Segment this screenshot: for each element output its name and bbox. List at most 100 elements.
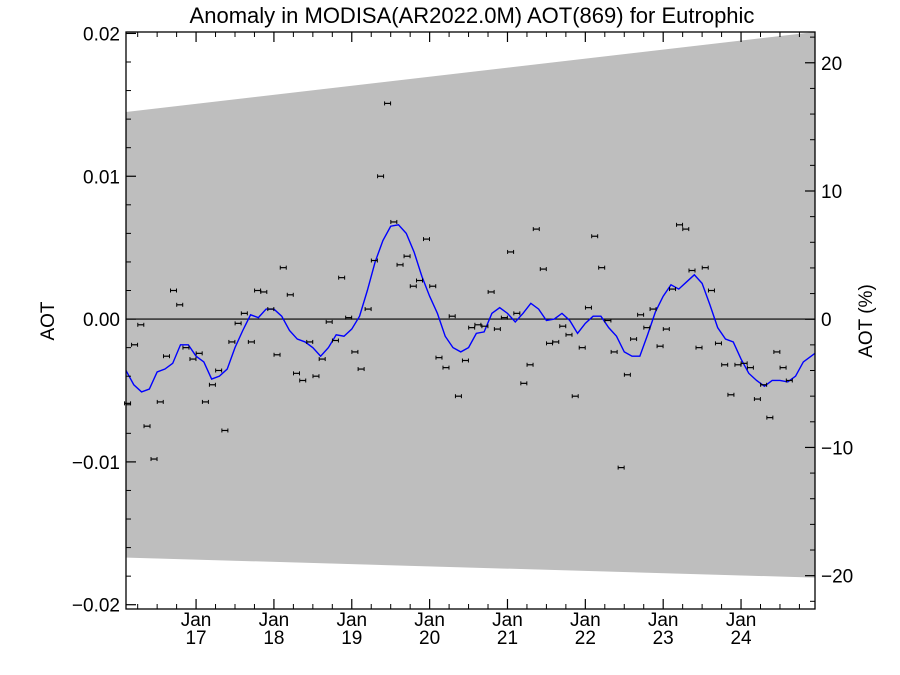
data-point xyxy=(325,319,333,324)
data-point xyxy=(559,324,567,329)
data-point xyxy=(785,378,793,383)
data-point xyxy=(766,415,774,420)
data-point xyxy=(156,399,164,404)
data-point xyxy=(610,349,618,354)
data-point xyxy=(584,305,592,310)
data-point xyxy=(345,315,353,320)
y-left-tick-label: −0.02 xyxy=(72,596,120,617)
data-point xyxy=(176,302,184,307)
data-point xyxy=(779,365,787,370)
x-tick-year-label: 24 xyxy=(730,628,752,649)
data-point xyxy=(247,339,255,344)
x-tick-month-label: Jan xyxy=(648,610,679,631)
data-point xyxy=(279,265,287,270)
data-point xyxy=(604,318,612,323)
data-point xyxy=(364,307,372,312)
data-point xyxy=(500,315,508,320)
data-point xyxy=(740,361,748,366)
y-right-tick-label: 0 xyxy=(821,310,832,331)
data-point xyxy=(643,325,651,330)
data-point xyxy=(357,367,365,372)
data-point xyxy=(442,365,450,370)
data-point xyxy=(189,357,197,362)
x-tick-year-label: 20 xyxy=(419,628,440,649)
data-point xyxy=(306,339,314,344)
data-point xyxy=(370,258,378,263)
data-point xyxy=(351,349,359,354)
data-point xyxy=(591,234,599,239)
data-point xyxy=(396,262,404,267)
data-point xyxy=(701,265,709,270)
data-point xyxy=(688,268,696,273)
data-point xyxy=(721,362,729,367)
data-point xyxy=(240,311,248,316)
data-point xyxy=(162,354,170,359)
x-tick-year-label: 22 xyxy=(575,628,596,649)
data-point xyxy=(195,351,203,356)
data-point xyxy=(234,321,242,326)
data-point xyxy=(526,362,534,367)
data-point xyxy=(416,278,424,283)
data-point xyxy=(260,289,268,294)
ticks-layer: −0.02−0.010.000.010.02−20−1001020Jan17Ja… xyxy=(72,24,853,649)
data-point xyxy=(682,227,690,232)
data-point xyxy=(429,284,437,289)
data-point xyxy=(377,174,385,179)
x-tick-month-label: Jan xyxy=(726,610,757,631)
data-point xyxy=(695,345,703,350)
data-point xyxy=(571,394,579,399)
data-point xyxy=(623,372,631,377)
plot-frame xyxy=(125,31,816,610)
data-point xyxy=(312,374,320,379)
data-point xyxy=(753,397,761,402)
data-point xyxy=(409,284,417,289)
data-point xyxy=(215,368,223,373)
smooth-line-layer xyxy=(125,224,816,393)
data-point xyxy=(221,428,229,433)
y-right-tick-label: 20 xyxy=(821,54,842,75)
data-point xyxy=(637,312,645,317)
x-tick-month-label: Jan xyxy=(336,610,367,631)
x-tick-year-label: 17 xyxy=(185,628,206,649)
data-point xyxy=(676,222,684,227)
y-axis-label-left: AOT xyxy=(38,301,59,340)
data-point xyxy=(487,289,495,294)
y-left-tick-label: 0.00 xyxy=(83,310,120,331)
data-point xyxy=(617,465,625,470)
data-point xyxy=(454,394,462,399)
x-tick-month-label: Jan xyxy=(181,610,212,631)
data-point xyxy=(137,322,145,327)
x-tick-year-label: 19 xyxy=(341,628,362,649)
data-point xyxy=(649,307,657,312)
data-point xyxy=(707,288,715,293)
uncertainty-band-layer xyxy=(126,32,815,578)
data-point xyxy=(131,342,139,347)
data-point xyxy=(513,311,521,316)
data-point xyxy=(662,327,670,332)
x-tick-month-label: Jan xyxy=(492,610,523,631)
labels-layer: Anomaly in MODISA(AR2022.0M) AOT(869) fo… xyxy=(38,3,877,358)
data-point xyxy=(565,332,573,337)
data-point xyxy=(481,324,489,329)
uncertainty-band xyxy=(126,32,815,578)
data-point xyxy=(507,249,515,254)
data-point xyxy=(169,288,177,293)
smoothed-anomaly-line xyxy=(125,224,816,393)
data-point xyxy=(578,345,586,350)
data-point xyxy=(532,227,540,232)
data-point xyxy=(228,339,236,344)
data-point xyxy=(474,322,482,327)
y-right-tick-label: −20 xyxy=(821,567,853,588)
data-point xyxy=(423,237,431,242)
data-point xyxy=(143,424,151,429)
x-tick-year-label: 21 xyxy=(497,628,518,649)
data-point xyxy=(331,338,339,343)
data-point xyxy=(273,352,281,357)
data-points-layer xyxy=(124,101,793,470)
data-point xyxy=(773,349,781,354)
x-tick-year-label: 18 xyxy=(263,628,284,649)
data-point xyxy=(746,365,754,370)
data-point xyxy=(384,101,392,106)
y-axis-label-right: AOT (%) xyxy=(856,284,877,358)
